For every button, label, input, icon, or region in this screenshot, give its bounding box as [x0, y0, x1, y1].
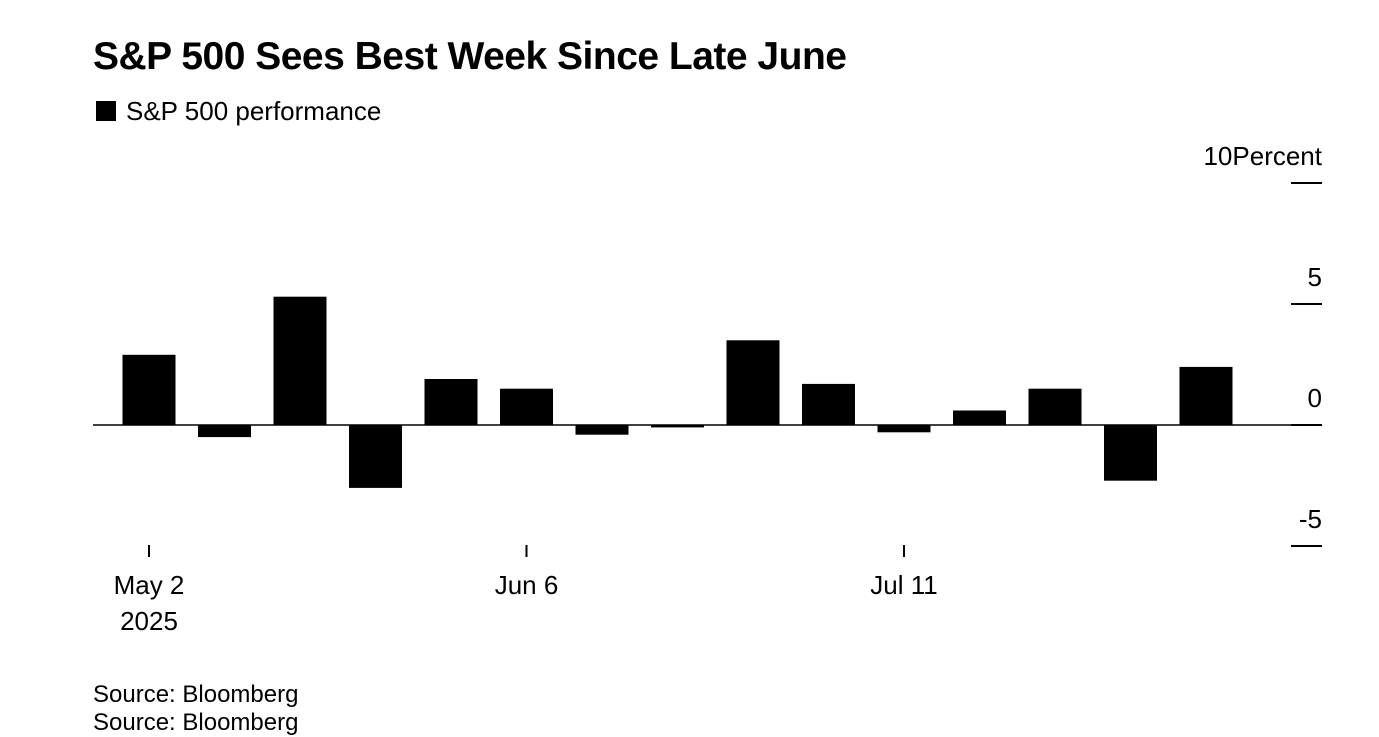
bar-2025-06-20	[651, 425, 704, 428]
chart-title: S&P 500 Sees Best Week Since Late June	[93, 35, 847, 78]
source-note-duplicate: Source: Bloomberg	[93, 709, 299, 736]
bar-2025-07-11	[877, 425, 931, 433]
bar-2025-08-08	[1179, 366, 1233, 425]
x-tick-label: Jun 6	[495, 570, 559, 600]
y-tick-label: 5	[1308, 262, 1322, 292]
bar-2025-08-01	[1104, 425, 1157, 481]
x-tick-label: May 2	[114, 570, 185, 600]
y-tick-label: 0	[1308, 383, 1322, 413]
y-tick-label: -5	[1299, 504, 1322, 534]
bar-2025-05-16	[273, 296, 327, 425]
x-tick-sublabel: 2025	[120, 606, 178, 636]
bar-chart: 10Percent 5 0 -5 May 2 2025 Jun 6 Jul 11	[93, 141, 1323, 636]
bar-2025-06-06	[500, 388, 553, 425]
bar-2025-07-04	[802, 383, 855, 425]
bar-2025-06-13	[575, 425, 629, 435]
bar-2025-06-27	[726, 340, 780, 425]
legend: S&P 500 performance	[96, 96, 381, 126]
bar-2025-05-30	[424, 379, 478, 425]
source-note: Source: Bloomberg	[93, 681, 299, 708]
bar-2025-05-09	[198, 425, 251, 438]
y-tick-label: 10Percent	[1203, 141, 1322, 171]
bar-2025-07-18	[953, 410, 1006, 425]
bar-2025-05-23	[349, 425, 402, 488]
legend-label: S&P 500 performance	[126, 96, 382, 126]
bar-2025-07-25	[1028, 388, 1082, 425]
bar-2025-05-02	[122, 354, 176, 425]
x-tick-label: Jul 11	[870, 570, 937, 600]
legend-swatch	[96, 101, 116, 121]
